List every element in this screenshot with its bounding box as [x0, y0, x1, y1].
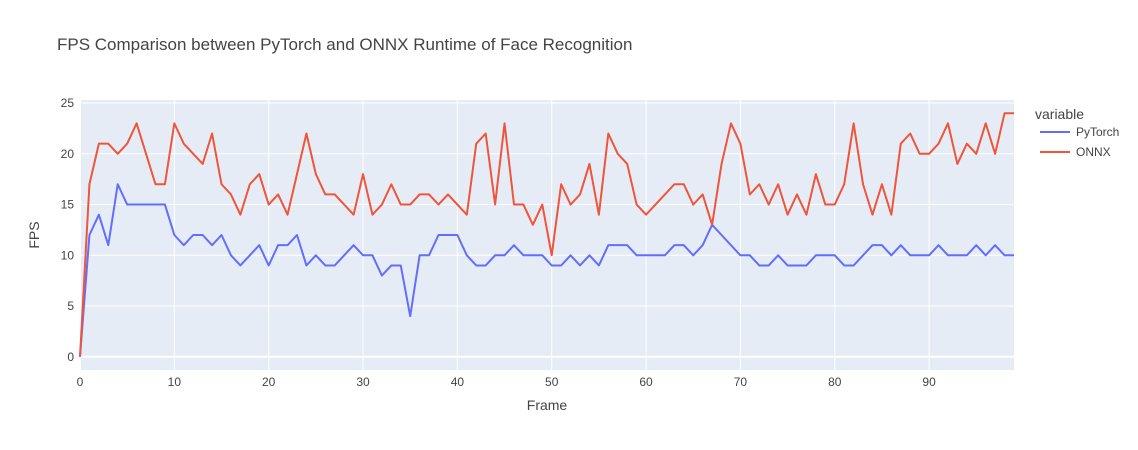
- y-tick-label: 5: [67, 299, 74, 313]
- series-line-pytorch[interactable]: [79, 183, 1014, 357]
- series-lines[interactable]: [79, 112, 1014, 357]
- y-tick-label: 10: [61, 248, 75, 262]
- y-tick-label: 0: [67, 350, 74, 364]
- y-axis-title: FPS: [26, 221, 42, 248]
- x-tick-label: 80: [828, 375, 842, 389]
- x-tick-label: 30: [356, 375, 370, 389]
- legend-label: PyTorch: [1076, 125, 1119, 139]
- y-tick-label: 20: [61, 147, 75, 161]
- y-tick-label: 15: [61, 198, 75, 212]
- x-tick-label: 0: [77, 375, 84, 389]
- legend-label: ONNX: [1076, 145, 1111, 159]
- x-tick-label: 90: [922, 375, 936, 389]
- x-tick-label: 60: [639, 375, 653, 389]
- x-tick-label: 50: [545, 375, 559, 389]
- legend-item-onnx[interactable]: ONNX: [1040, 145, 1111, 159]
- chart-title: FPS Comparison between PyTorch and ONNX …: [57, 35, 632, 54]
- y-tick-label: 25: [61, 96, 75, 110]
- x-tick-label: 40: [451, 375, 465, 389]
- x-tick-label: 70: [734, 375, 748, 389]
- axis-ticks: 0 5 10 15 20 25 0 10 20 30 40 50 60 70 80 90: [61, 96, 936, 389]
- legend-title: variable: [1035, 106, 1084, 122]
- x-axis-title: Frame: [527, 397, 568, 413]
- x-tick-label: 20: [262, 375, 276, 389]
- x-tick-label: 10: [168, 375, 182, 389]
- legend[interactable]: variable PyTorch ONNX: [1035, 106, 1119, 159]
- legend-item-pytorch[interactable]: PyTorch: [1040, 125, 1119, 139]
- series-line-onnx[interactable]: [79, 112, 1014, 357]
